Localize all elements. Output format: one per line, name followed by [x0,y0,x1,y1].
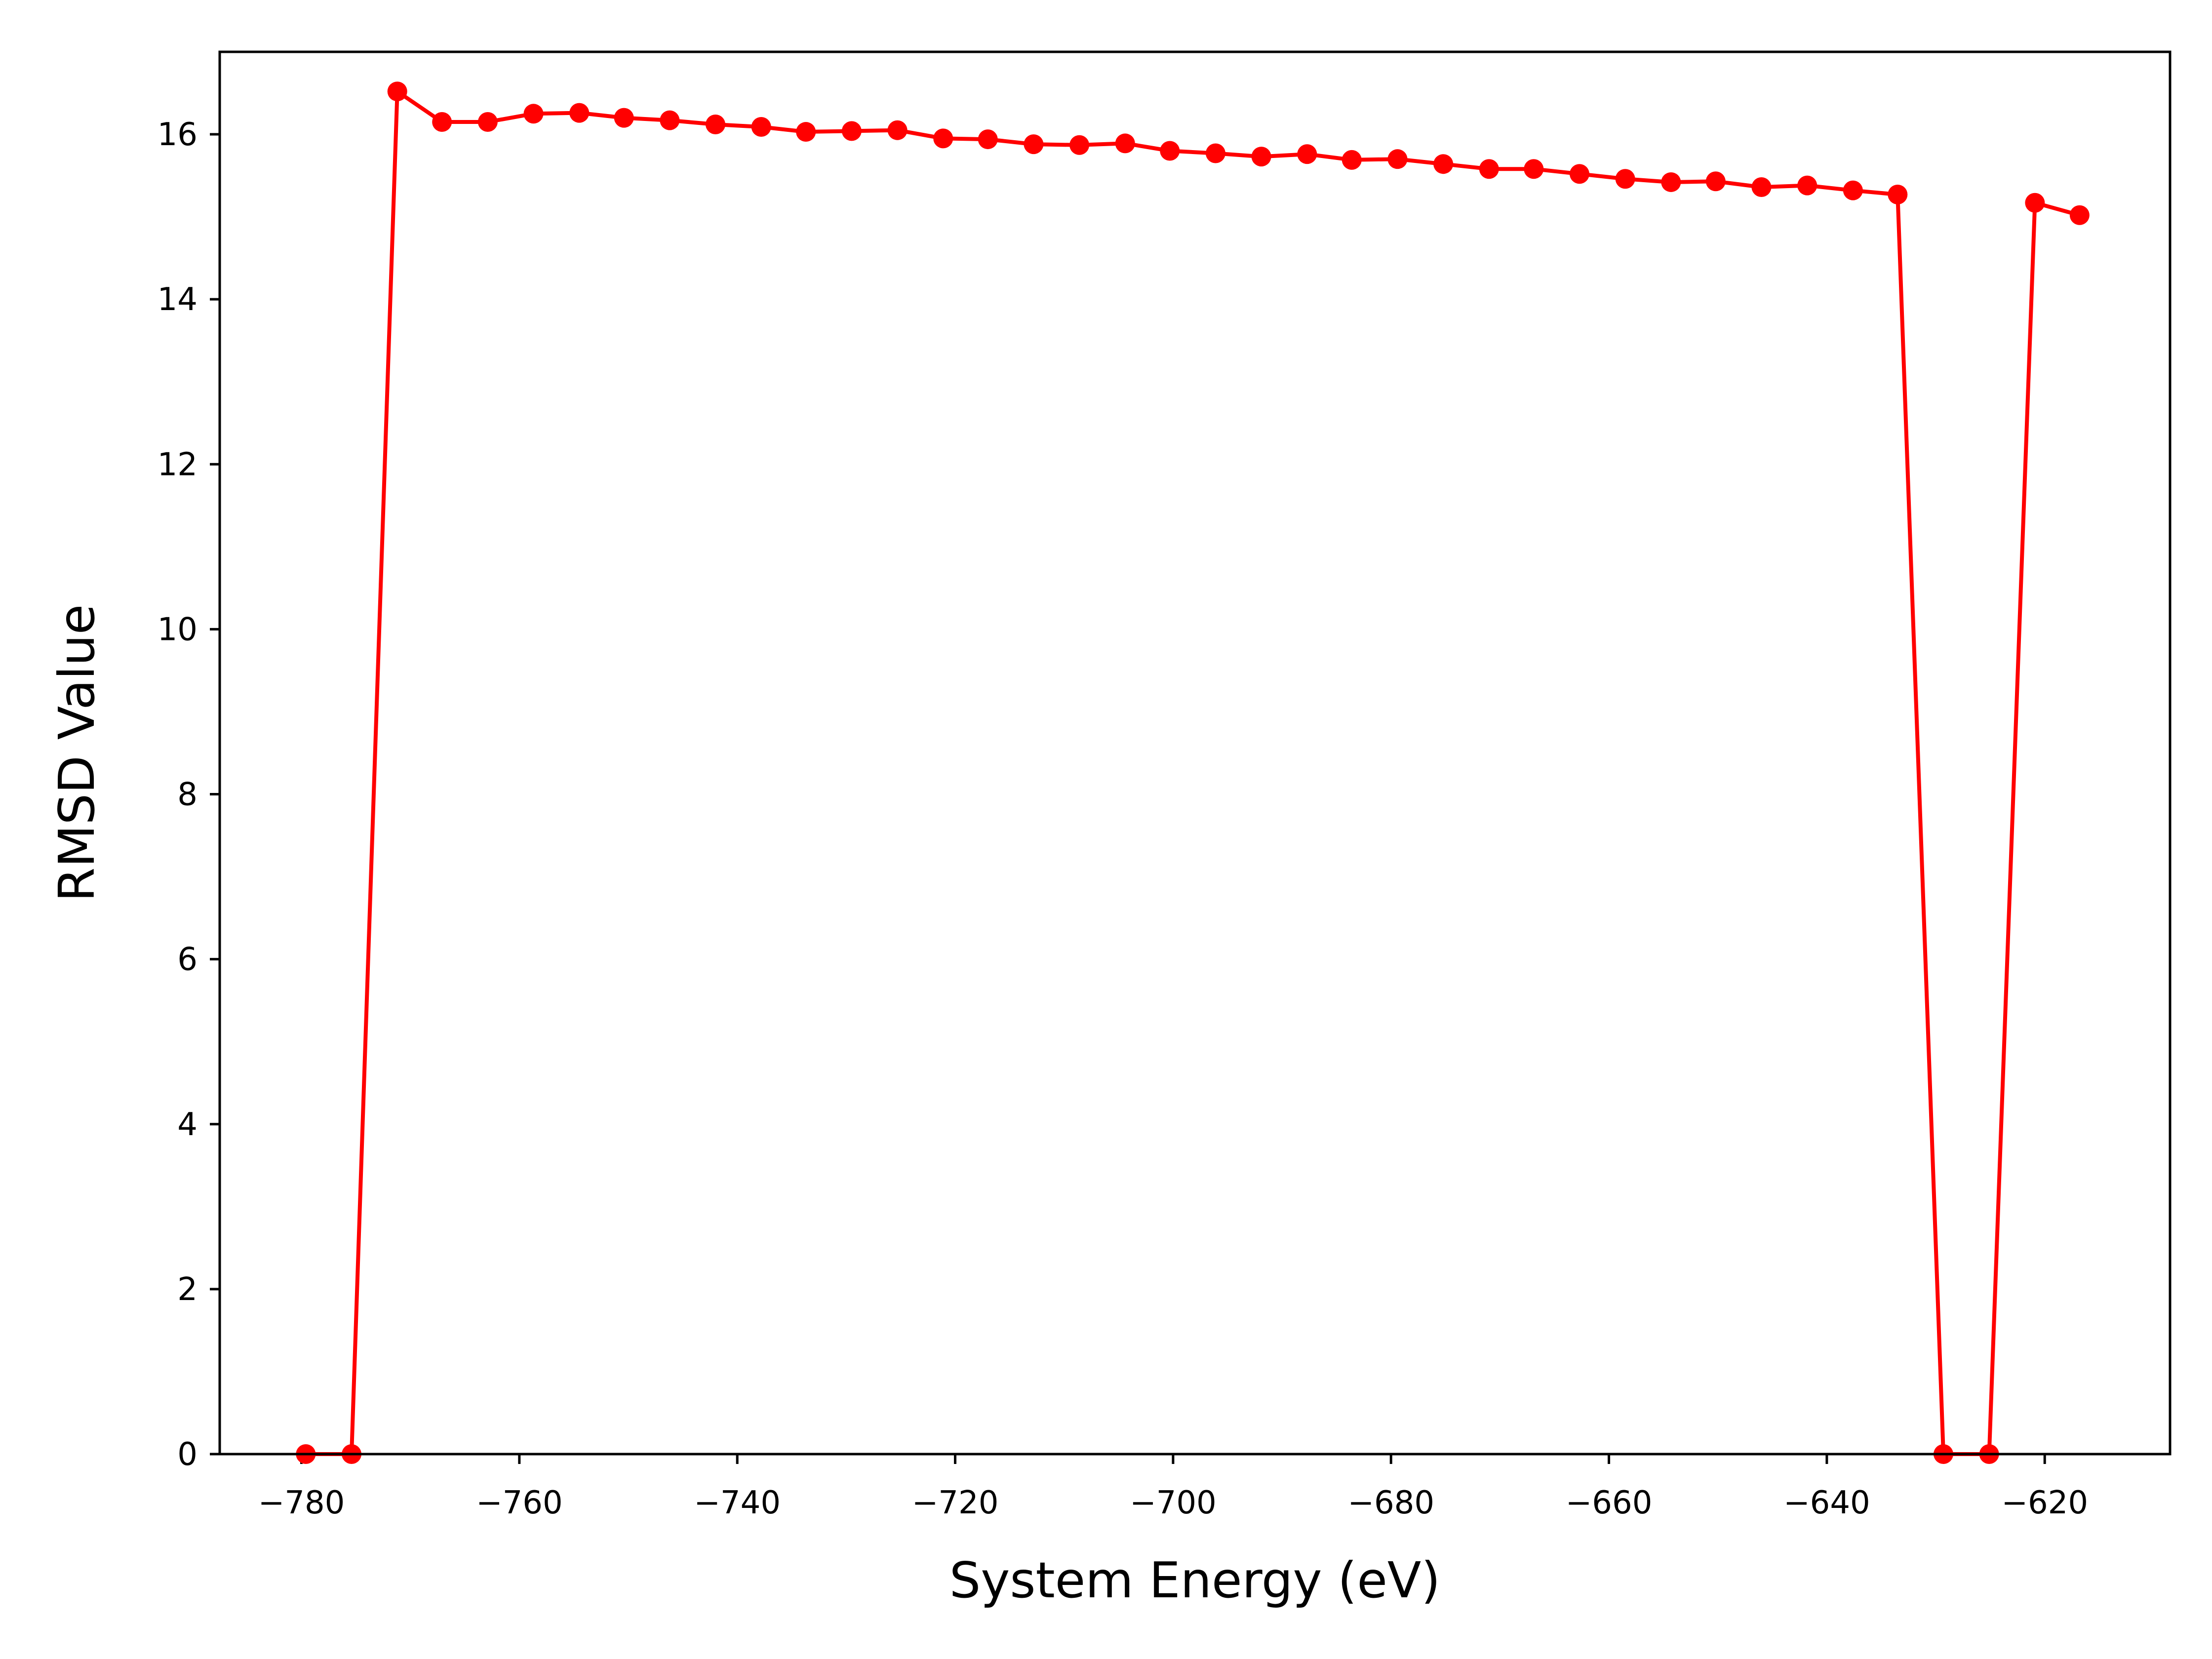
data-point [933,128,953,149]
data-point [1797,175,1817,196]
y-tick-label: 6 [177,942,198,978]
data-point [978,129,998,150]
data-point [1297,144,1317,164]
data-point [1069,135,1090,155]
x-tick-label: −720 [912,1485,999,1521]
data-point [706,115,726,135]
data-point [1569,164,1589,184]
data-point [1479,159,1499,179]
data-point [796,122,816,142]
data-point [1615,169,1635,189]
data-point [887,120,908,140]
y-tick-label: 14 [158,281,198,318]
data-point [1024,134,1044,155]
data-point [1524,159,1544,179]
x-axis-label: System Energy (eV) [949,1551,1441,1609]
y-axis-label: RMSD Value [48,604,106,902]
data-point [1888,185,1908,205]
y-tick-label: 10 [158,611,198,648]
data-point [2025,193,2045,213]
x-tick-label: −760 [476,1485,563,1521]
data-point [614,108,634,128]
data-point [477,112,498,132]
x-tick-label: −620 [2001,1485,2088,1521]
y-tick-label: 4 [177,1106,198,1143]
data-point [1342,150,1362,170]
data-point [1251,147,1271,167]
data-point [1751,177,1772,197]
x-tick-label: −740 [694,1485,781,1521]
data-point [2069,205,2090,225]
plot-area-frame [218,50,2172,1456]
data-point [1387,149,1408,169]
data-point [1661,172,1681,192]
x-tick-label: −700 [1130,1485,1217,1521]
data-point [1433,154,1454,174]
y-tick-label: 0 [177,1436,198,1473]
data-point [1205,143,1225,163]
y-tick-label: 2 [177,1271,198,1308]
data-point [751,117,771,137]
y-tick-label: 8 [177,777,198,813]
y-tick-label: 16 [158,117,198,153]
data-point [1115,133,1135,154]
data-point [1160,141,1180,161]
data-point [1843,180,1863,200]
axis-ticks: −780 −760 −740 −720 −700 −680 −660 −640 −620 0 2 4 6… [158,117,2089,1521]
data-point [523,104,544,124]
data-point [660,110,680,130]
data-point [387,81,407,102]
x-tick-label: −660 [1566,1485,1653,1521]
data-point [569,103,590,123]
data-point [432,112,452,132]
x-tick-label: −780 [258,1485,345,1521]
x-tick-label: −640 [1783,1485,1870,1521]
data-series [296,81,2090,1464]
data-point [1705,171,1726,192]
data-point [841,121,862,141]
x-tick-label: −680 [1347,1485,1434,1521]
series-line [306,89,2080,1456]
y-tick-label: 12 [158,446,198,483]
